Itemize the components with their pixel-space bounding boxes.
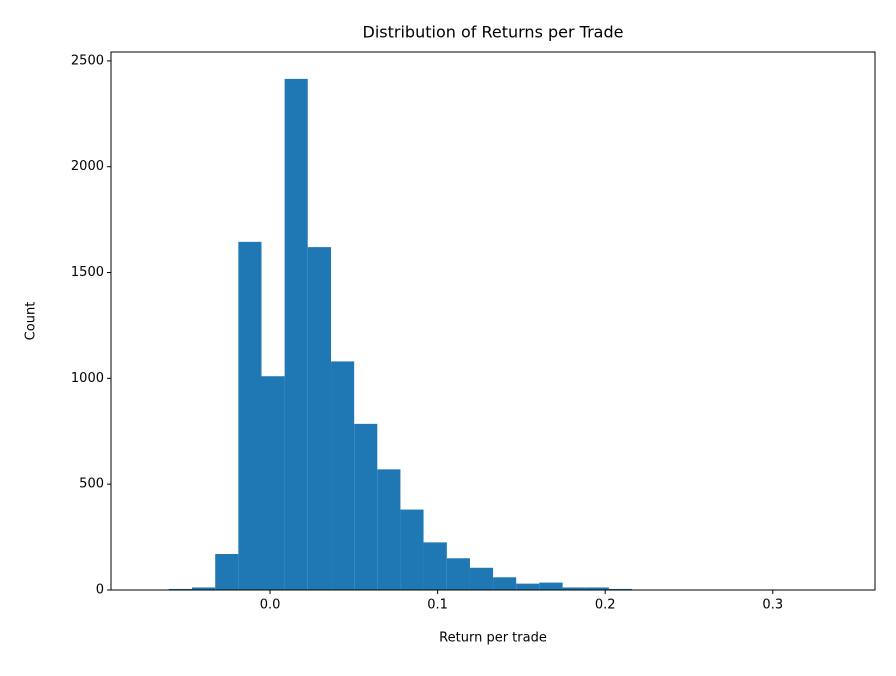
x-tick-label: 0.2	[595, 598, 616, 613]
y-tick-label: 1500	[71, 265, 104, 280]
bar	[493, 577, 516, 590]
bar	[354, 424, 377, 590]
x-tick-label: 0.3	[762, 598, 783, 613]
bar	[400, 510, 423, 590]
y-axis-label: Count	[24, 302, 39, 341]
x-tick-label: 0.0	[260, 598, 281, 613]
x-tick-label: 0.1	[427, 598, 448, 613]
y-tick-label: 2000	[71, 159, 104, 174]
y-tick-label: 0	[96, 583, 104, 598]
bar	[215, 554, 238, 590]
bar	[261, 376, 284, 590]
bar	[424, 542, 447, 590]
bar	[470, 568, 493, 590]
y-tick-label: 1000	[71, 371, 104, 386]
bar	[285, 79, 308, 590]
chart-title: Distribution of Returns per Trade	[363, 23, 624, 42]
bar	[539, 583, 562, 590]
bar	[516, 584, 539, 590]
bar	[331, 361, 354, 590]
bar	[238, 242, 261, 590]
y-tick-label: 500	[79, 477, 104, 492]
bar	[447, 558, 470, 590]
bar	[308, 247, 331, 590]
plot-frame	[111, 52, 875, 590]
y-tick-label: 2500	[71, 53, 104, 68]
x-axis-label: Return per trade	[439, 631, 547, 646]
bar	[377, 469, 400, 590]
